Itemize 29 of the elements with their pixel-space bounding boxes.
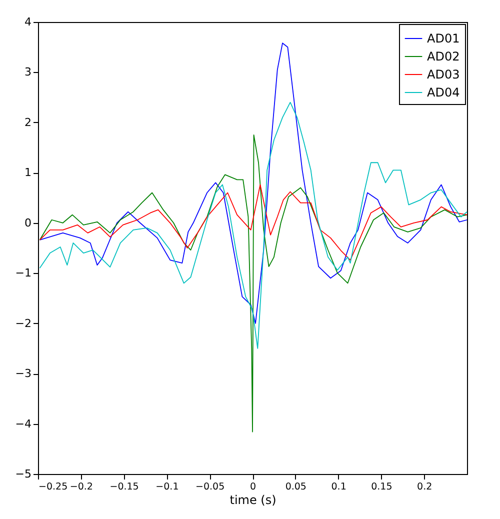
legend-label: AD03 [427,68,460,82]
x-tick-label: 0.15 [371,482,392,492]
x-tick-label: 0.05 [285,482,306,492]
y-tick-label: −4 [15,417,32,430]
x-tick-label: 0.2 [417,482,432,492]
x-axis-title: time (s) [230,493,276,507]
y-tick-label: −5 [15,468,32,480]
y-tick-label: 0 [24,216,32,230]
y-tick-label: 3 [24,66,32,79]
legend-label: AD01 [427,32,460,46]
y-tick-label: 2 [24,116,32,129]
y-tick-label: −3 [15,367,32,380]
line-series [39,102,468,349]
legend-label: AD02 [427,50,460,64]
y-tick-label: 4 [24,16,32,28]
line-series [39,42,468,324]
y-tick-label: −2 [15,316,32,330]
x-tick-label: −0.15 [110,482,139,492]
y-tick-label: −1 [15,266,32,280]
x-tick-label: −0.2 [70,482,93,492]
y-tick-label: 1 [24,166,32,180]
x-tick-label: −0.25 [38,482,68,492]
x-tick-label: −0.1 [156,482,179,492]
x-tick-label: −0.05 [196,482,225,492]
line-series [39,134,468,432]
line-series [39,184,468,261]
x-tick-label: 0 [250,482,256,492]
x-tick-label: 0.1 [331,482,346,492]
legend-label: AD04 [427,86,460,100]
